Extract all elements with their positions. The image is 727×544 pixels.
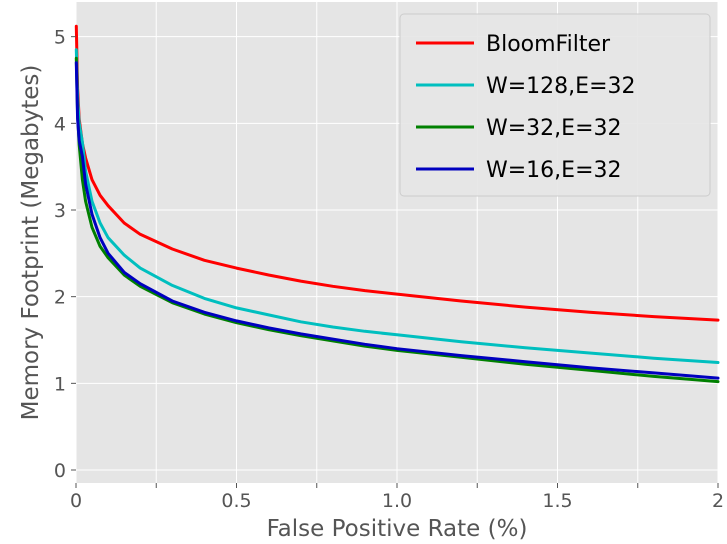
legend-label: W=128,E=32 [486,74,636,99]
y-axis-title: Memory Footprint (Megabytes) [18,65,44,421]
y-tick-label: 5 [54,27,66,49]
legend: BloomFilter W=128,E=32 W=32,E=32 W=16,E=32 [399,13,711,197]
legend-label: BloomFilter [486,32,611,57]
x-tick-label: 1.0 [382,490,412,512]
series-line [74,56,720,384]
series-layer [74,24,720,384]
y-tick-label: 3 [54,200,66,222]
legend-label: W=32,E=32 [486,116,622,141]
x-tick-label: 1.5 [542,490,572,512]
series-line [74,61,720,380]
x-axis-title: False Positive Rate (%) [267,516,528,542]
x-tick-label: 0 [70,490,82,512]
y-tick-label: 4 [54,113,66,135]
axis-ticks: 0 0.5 1.0 1.5 2 0 1 2 3 4 5 [54,27,724,512]
legend-label: W=16,E=32 [486,158,622,183]
x-tick-label: 2 [712,490,724,512]
series-line [74,48,720,364]
legend-box [399,13,711,197]
y-tick-label: 1 [54,373,66,395]
x-tick-label: 0.5 [221,490,251,512]
y-tick-label: 2 [54,287,66,309]
y-tick-label: 0 [54,460,66,482]
